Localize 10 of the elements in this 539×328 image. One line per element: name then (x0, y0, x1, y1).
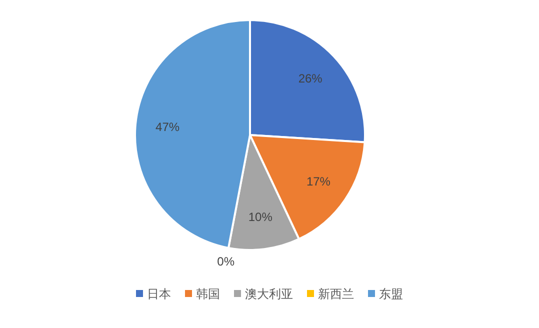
legend-label: 日本 (147, 287, 171, 301)
text: 0% (217, 254, 234, 269)
data-label: 17% (306, 174, 331, 189)
data-label: 26% (298, 71, 323, 86)
legend-label: 韩国 (196, 287, 220, 301)
data-label: 47% (156, 120, 180, 134)
legend-label: 新西兰 (318, 287, 354, 301)
data-label: 10% (248, 210, 273, 224)
legend-label: 澳大利亚 (245, 287, 293, 301)
legend-label: 东盟 (379, 287, 403, 301)
